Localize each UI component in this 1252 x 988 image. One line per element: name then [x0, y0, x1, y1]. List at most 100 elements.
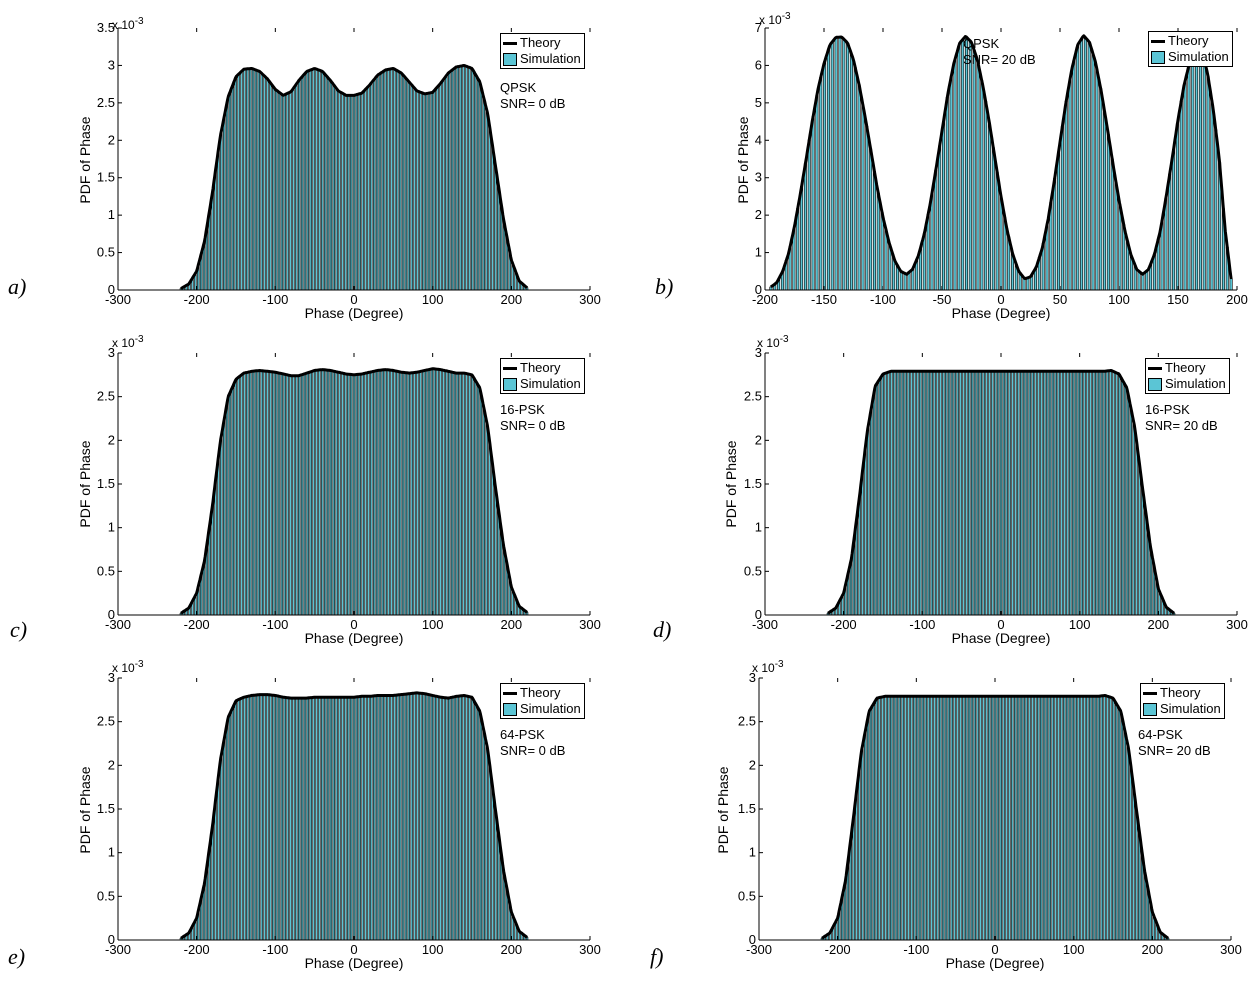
- simulation-bar: [315, 369, 318, 616]
- simulation-bar: [372, 370, 376, 616]
- y-axis-label: PDF of Phase: [735, 116, 751, 203]
- simulation-bar: [352, 374, 356, 616]
- y-tick-label: 2.5: [97, 714, 115, 729]
- simulation-bar: [852, 815, 855, 941]
- simulation-bar: [949, 76, 953, 291]
- simulation-bar: [1083, 371, 1086, 616]
- simulation-bar: [869, 148, 873, 291]
- theory-line: [180, 691, 529, 940]
- annotation-modulation: QPSK: [500, 80, 537, 95]
- simulation-bar: [1057, 151, 1061, 291]
- y-tick-label: 3.5: [97, 20, 115, 35]
- simulation-bar: [289, 697, 292, 941]
- simulation-bar: [1034, 371, 1037, 616]
- simulation-bar: [479, 85, 483, 291]
- simulation-bar: [866, 716, 870, 941]
- simulation-bar: [401, 74, 405, 291]
- simulation-bar: [491, 463, 494, 616]
- simulation-bar: [251, 370, 255, 616]
- simulation-bar: [857, 84, 861, 291]
- simulation-bar: [338, 91, 341, 291]
- theory-line: [827, 369, 1176, 615]
- simulation-bar: [976, 696, 979, 941]
- y-tick-label: 0.5: [738, 888, 756, 903]
- simulation-bar: [1053, 177, 1057, 291]
- simulation-bar: [1080, 38, 1084, 291]
- simulation-bar: [815, 94, 819, 291]
- simulation-bar: [274, 695, 278, 941]
- y-exponent-sup: -3: [135, 334, 144, 345]
- simulation-bar: [1019, 696, 1023, 941]
- y-tick-label: 1.5: [744, 476, 762, 491]
- simulation-bar: [996, 696, 1000, 941]
- simulation-bar: [347, 373, 350, 616]
- y-tick-label: 0.5: [97, 888, 115, 903]
- simulation-bar: [468, 373, 471, 616]
- simulation-bar: [1002, 371, 1006, 616]
- simulation-bar: [1080, 371, 1083, 616]
- annotation: QPSK SNR= 20 dB: [963, 36, 1036, 68]
- legend-item-theory: Theory: [503, 35, 581, 51]
- simulation-bar: [1022, 696, 1026, 941]
- simulation-bar: [240, 374, 243, 616]
- simulation-bar: [280, 373, 284, 616]
- simulation-bar: [274, 89, 278, 291]
- simulation-bar: [243, 68, 246, 291]
- y-tick-label: 2: [108, 757, 115, 772]
- simulation-bar: [214, 480, 217, 616]
- simulation-bar: [315, 696, 318, 941]
- simulation-bar: [237, 699, 240, 941]
- legend-box-swatch: [503, 377, 517, 391]
- simulation-bar: [393, 695, 396, 941]
- simulation-bar: [456, 372, 460, 616]
- simulation-bar: [364, 372, 367, 616]
- simulation-bar: [988, 123, 991, 291]
- simulation-bar: [861, 470, 864, 616]
- simulation-bar: [964, 696, 968, 941]
- simulation-bar: [1103, 695, 1106, 941]
- simulation-bar: [358, 93, 361, 291]
- x-tick-label: 200: [1141, 942, 1163, 957]
- simulation-bar: [292, 87, 295, 291]
- simulation-bar: [223, 419, 226, 616]
- y-tick-label: 2.5: [97, 389, 115, 404]
- simulation-bar: [344, 94, 347, 291]
- simulation-bar: [1183, 80, 1187, 291]
- simulation-bar: [488, 441, 491, 616]
- simulation-bar: [1109, 370, 1112, 616]
- simulation-bar: [1117, 707, 1121, 941]
- simulation-bar: [830, 41, 834, 291]
- x-tick-label: -200: [184, 292, 210, 307]
- legend-box-swatch: [1151, 50, 1165, 64]
- simulation-bar: [970, 371, 974, 616]
- simulation-bar: [413, 372, 416, 616]
- simulation-bar: [1164, 197, 1168, 291]
- x-tick-label: -100: [262, 942, 288, 957]
- simulation-bar: [257, 370, 261, 616]
- y-tick-label: 2: [755, 432, 762, 447]
- y-exponent-label: x 10-3: [759, 11, 791, 27]
- simulation-bar: [303, 73, 307, 291]
- simulation-bar: [473, 73, 477, 291]
- simulation-bar: [375, 75, 379, 291]
- y-tick-label: 1: [108, 845, 115, 860]
- simulation-bars: [179, 692, 529, 941]
- x-tick-label: 0: [997, 292, 1004, 307]
- y-exponent-label: x 10-3: [752, 659, 784, 675]
- simulation-bar: [352, 696, 356, 941]
- x-tick-label: -200: [825, 942, 851, 957]
- y-tick-label: 1: [755, 245, 762, 260]
- x-tick-label: 0: [350, 617, 357, 632]
- simulation-bar: [887, 696, 890, 941]
- simulation-bar: [445, 697, 448, 941]
- simulation-bar: [347, 95, 350, 291]
- simulation-bar: [1019, 371, 1023, 616]
- simulation-bar: [1118, 204, 1122, 291]
- simulation-bar: [300, 374, 304, 616]
- simulation-bar: [266, 694, 269, 941]
- simulation-bar: [349, 95, 353, 291]
- simulation-bar: [858, 767, 861, 941]
- simulation-bar: [329, 80, 333, 291]
- simulation-bar: [358, 373, 361, 616]
